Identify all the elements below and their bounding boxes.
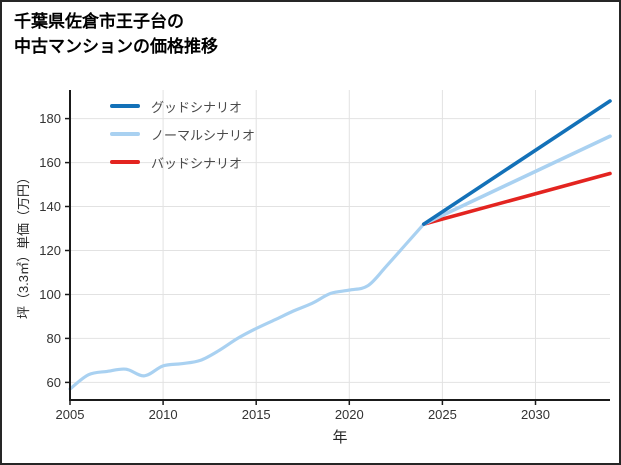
- y-tick-label: 100: [39, 287, 61, 302]
- y-tick-label: 60: [47, 375, 61, 390]
- x-tick-label: 2005: [56, 407, 85, 422]
- y-tick-label: 140: [39, 199, 61, 214]
- series-line: [421, 134, 612, 226]
- y-tick-label: 120: [39, 243, 61, 258]
- y-tick-label: 180: [39, 111, 61, 126]
- legend-swatch: [110, 132, 140, 136]
- y-tick-label: 160: [39, 155, 61, 170]
- x-tick-label: 2025: [428, 407, 457, 422]
- legend-item: ノーマルシナリオ: [110, 120, 255, 148]
- legend-label: ノーマルシナリオ: [151, 127, 256, 143]
- x-axis-label: 年: [332, 429, 348, 446]
- y-axis-label: 坪（3.3㎡）単価（万円）: [16, 170, 31, 320]
- legend-item: バッドシナリオ: [110, 148, 255, 176]
- x-tick-label: 2020: [335, 407, 364, 422]
- legend-label: グッドシナリオ: [151, 99, 243, 115]
- legend-swatch: [110, 160, 140, 164]
- x-tick-label: 2030: [521, 407, 550, 422]
- chart-title-line1: 千葉県佐倉市王子台の: [14, 12, 184, 31]
- chart-title: 千葉県佐倉市王子台の 中古マンションの価格推移: [14, 10, 218, 59]
- history-line: [68, 222, 426, 391]
- x-tick-label: 2010: [149, 407, 178, 422]
- legend-swatch: [110, 104, 140, 108]
- y-tick-label: 80: [47, 331, 61, 346]
- legend-item: グッドシナリオ: [110, 92, 255, 120]
- chart-title-line2: 中古マンションの価格推移: [14, 36, 218, 56]
- series-line: [421, 171, 612, 226]
- x-tick-label: 2015: [242, 407, 271, 422]
- legend-label: バッドシナリオ: [151, 155, 243, 171]
- series-line: [421, 99, 612, 226]
- chart-legend: グッドシナリオ ノーマルシナリオ バッドシナリオ: [110, 92, 255, 176]
